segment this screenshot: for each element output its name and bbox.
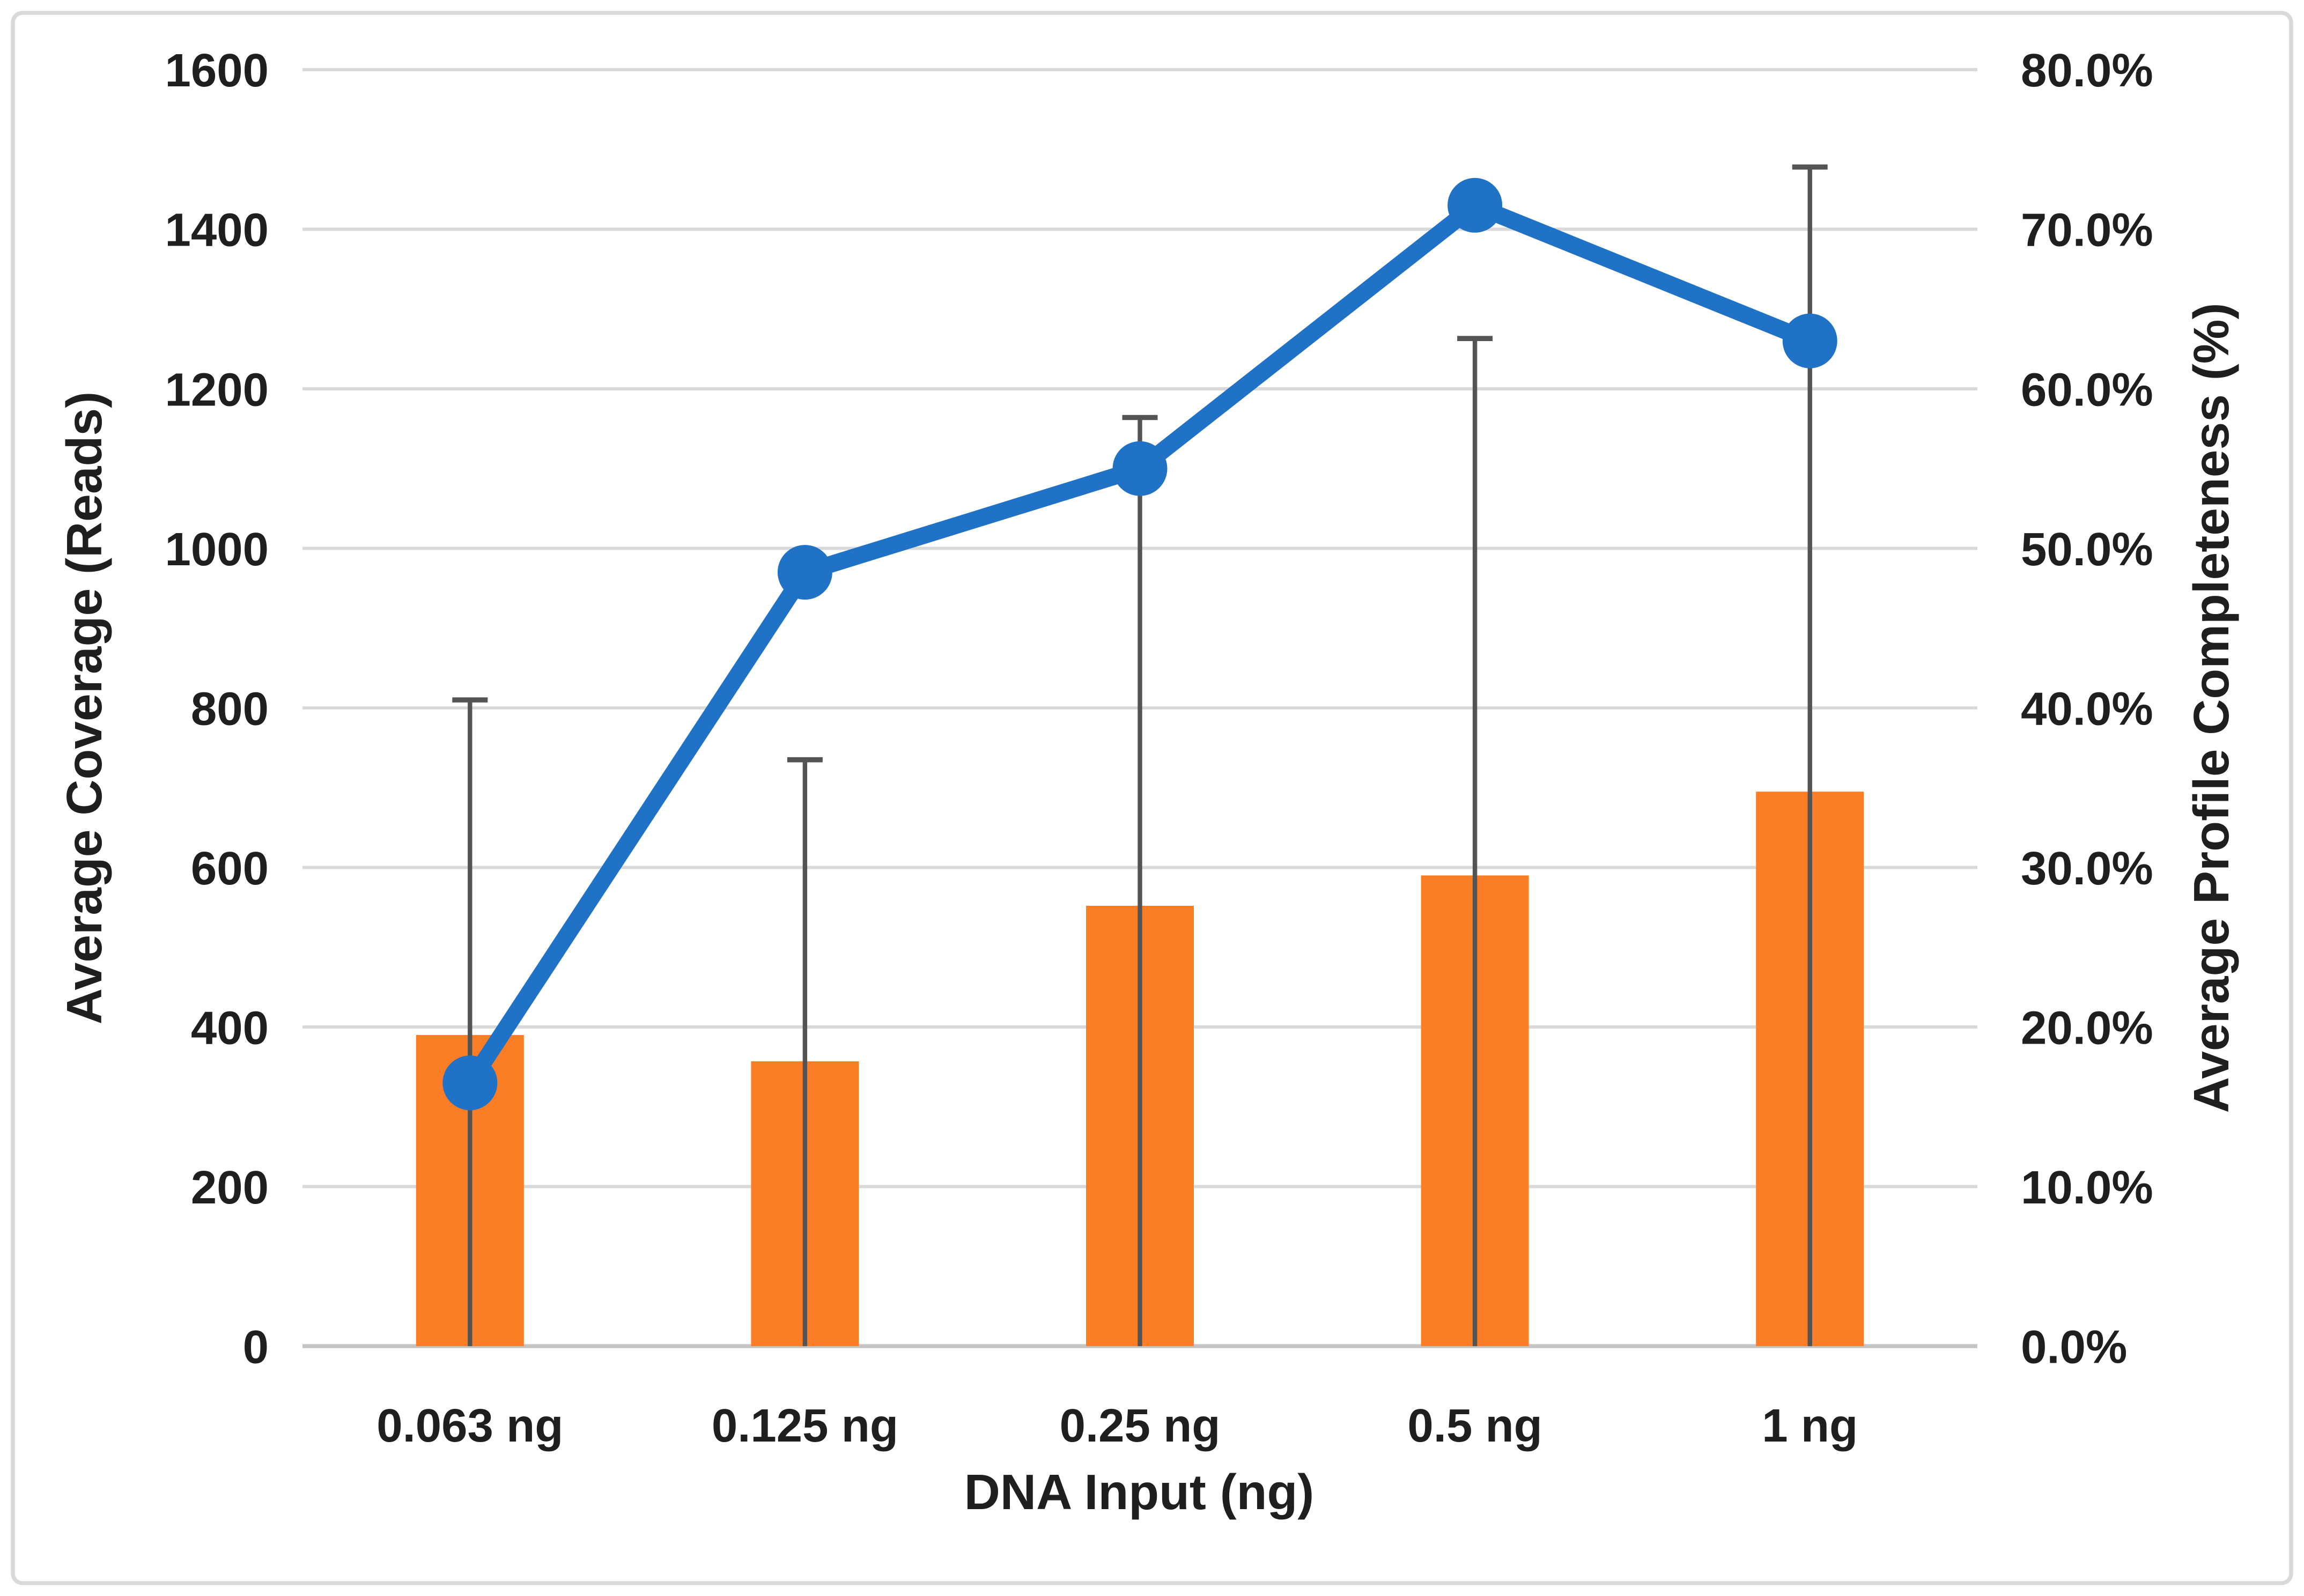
left-axis-tick-label: 1600 (165, 45, 269, 97)
data-point-marker (442, 1055, 498, 1111)
right-axis-tick-label: 10.0% (2021, 1162, 2153, 1214)
left-axis-tick-label: 400 (191, 1002, 269, 1054)
x-axis-title: DNA Input (ng) (964, 1464, 1315, 1520)
left-axis-tick-label: 1200 (165, 364, 269, 416)
chart-outer-border (11, 11, 2293, 1585)
right-axis-tick-label: 70.0% (2021, 204, 2153, 256)
data-point-marker (1112, 441, 1168, 496)
right-axis-tick-label: 80.0% (2021, 45, 2153, 97)
left-axis-tick-label: 600 (191, 843, 269, 895)
x-category-label: 0.063 ng (376, 1400, 563, 1452)
x-category-label: 1 ng (1762, 1400, 1858, 1452)
right-axis-title: Average Profile Completeness (%) (2183, 303, 2239, 1113)
right-axis-tick-label: 40.0% (2021, 683, 2153, 735)
left-axis-tick-label: 1000 (165, 523, 269, 575)
right-axis-tick-label: 60.0% (2021, 364, 2153, 416)
axis-labels-group: 1600 1400 1200 1000 800 600 400 200 0 80.0% 70.0% 6… (165, 45, 2153, 1452)
x-category-label: 0.25 ng (1060, 1400, 1221, 1452)
right-axis-tick-label: 50.0% (2021, 523, 2153, 575)
left-axis-tick-label: 800 (191, 683, 269, 735)
left-axis-title: Average Coverage (Reads) (56, 391, 112, 1024)
left-axis-tick-label: 200 (191, 1162, 269, 1214)
x-category-label: 0.5 ng (1407, 1400, 1542, 1452)
right-axis-tick-label: 30.0% (2021, 843, 2153, 895)
left-axis-tick-label: 0 (243, 1321, 269, 1373)
left-axis-tick-label: 1400 (165, 204, 269, 256)
x-category-label: 0.125 ng (712, 1400, 898, 1452)
right-axis-tick-label: 0.0% (2021, 1321, 2127, 1373)
data-point-marker (1448, 178, 1503, 233)
line-series-group (442, 178, 1837, 1111)
right-axis-tick-label: 20.0% (2021, 1002, 2153, 1054)
data-point-marker (1782, 313, 1837, 368)
data-point-marker (777, 545, 832, 600)
